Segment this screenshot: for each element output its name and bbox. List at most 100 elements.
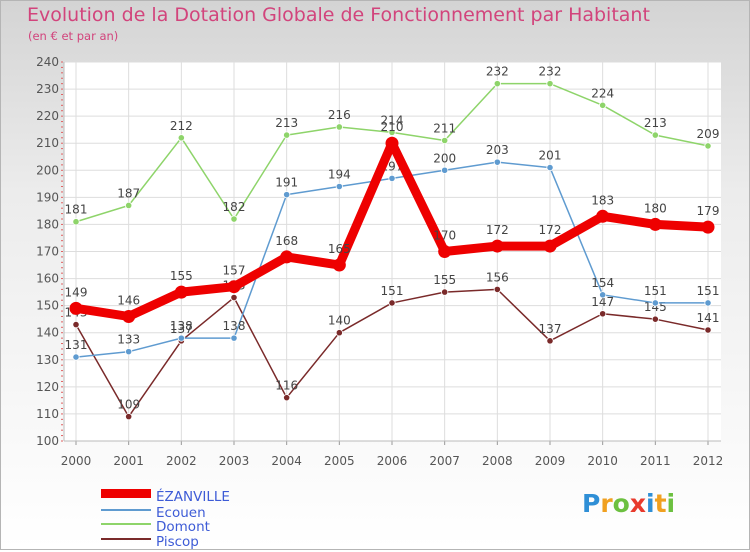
data-label-piscop: 147 bbox=[591, 295, 614, 309]
data-label-domont: 213 bbox=[275, 116, 298, 130]
y-tick-label: 110 bbox=[36, 407, 59, 421]
data-label-ezanville: 149 bbox=[65, 285, 88, 299]
point-ecouen bbox=[441, 166, 449, 174]
point-ezanville bbox=[438, 245, 452, 258]
y-tick-label: 130 bbox=[36, 353, 59, 367]
data-label-piscop: 155 bbox=[433, 273, 456, 287]
chart-subtitle: (en € et par an) bbox=[28, 29, 119, 43]
point-ezanville bbox=[174, 285, 188, 299]
legend-label-ecouen: Ecouen bbox=[156, 505, 206, 521]
logo-letter: x bbox=[629, 489, 646, 518]
point-ecouen bbox=[230, 334, 238, 342]
y-tick-label: 120 bbox=[36, 380, 59, 394]
point-ecouen bbox=[335, 182, 343, 191]
point-ecouen bbox=[283, 191, 291, 199]
point-domont bbox=[335, 123, 343, 131]
point-ezanville bbox=[543, 239, 557, 253]
data-label-ecouen: 203 bbox=[486, 143, 509, 157]
y-tick-label: 170 bbox=[36, 245, 59, 259]
data-label-ezanville: 172 bbox=[539, 223, 562, 237]
x-tick-label: 2009 bbox=[535, 454, 566, 468]
series-domont: 181 187 212 182 213 216 214 211 232 232 224 213 209 bbox=[65, 65, 719, 226]
data-label-piscop: 116 bbox=[275, 379, 298, 393]
logo-letter: t bbox=[654, 489, 667, 518]
data-label-ecouen: 194 bbox=[328, 168, 351, 182]
data-label-ecouen: 133 bbox=[117, 333, 140, 347]
data-label-piscop: 141 bbox=[697, 311, 720, 325]
y-tick-label: 200 bbox=[36, 163, 59, 177]
point-ezanville bbox=[490, 239, 504, 253]
data-label-domont: 181 bbox=[65, 203, 88, 217]
data-label-domont: 232 bbox=[539, 65, 562, 79]
y-tick-label: 150 bbox=[36, 299, 59, 313]
point-ecouen bbox=[177, 334, 185, 342]
series-ezanville: 149 146 155 157 168 165 210 170 172 172 183 180 179 bbox=[65, 120, 720, 323]
point-domont bbox=[125, 201, 133, 210]
point-ecouen bbox=[493, 158, 501, 166]
y-tick-label: 210 bbox=[36, 136, 59, 150]
point-ezanville bbox=[648, 217, 662, 231]
point-piscop bbox=[651, 315, 659, 323]
data-label-ezanville: 172 bbox=[486, 223, 509, 237]
point-ezanville bbox=[280, 250, 294, 264]
point-piscop bbox=[704, 326, 712, 334]
y-tick-label: 180 bbox=[36, 217, 59, 231]
point-ecouen bbox=[72, 353, 80, 361]
point-domont bbox=[177, 134, 185, 142]
point-ecouen bbox=[704, 299, 712, 307]
point-domont bbox=[651, 131, 659, 139]
data-label-ezanville: 168 bbox=[275, 234, 298, 248]
data-label-ezanville: 146 bbox=[117, 293, 140, 307]
y-tick-label: 220 bbox=[36, 109, 59, 123]
point-domont bbox=[704, 142, 712, 150]
data-label-ecouen: 151 bbox=[697, 284, 720, 298]
data-label-ecouen: 131 bbox=[65, 338, 88, 352]
data-label-ecouen: 138 bbox=[170, 319, 193, 333]
legend-label-piscop: Piscop bbox=[156, 534, 199, 550]
data-label-ezanville: 157 bbox=[223, 264, 246, 278]
point-piscop bbox=[441, 288, 449, 296]
point-domont bbox=[230, 215, 238, 223]
data-label-ezanville: 210 bbox=[381, 120, 404, 134]
point-ezanville bbox=[385, 136, 399, 150]
point-ecouen bbox=[546, 163, 554, 172]
point-domont bbox=[493, 80, 501, 88]
data-label-domont: 224 bbox=[591, 86, 614, 100]
legend-swatch-ezanville bbox=[101, 489, 151, 498]
point-domont bbox=[72, 218, 80, 226]
y-tick-label: 190 bbox=[36, 190, 59, 204]
point-domont bbox=[599, 101, 607, 109]
data-label-ezanville: 165 bbox=[328, 242, 351, 256]
logo-letter: o bbox=[612, 489, 630, 518]
legend-swatch-ecouen bbox=[101, 509, 151, 511]
x-tick-label: 2005 bbox=[324, 454, 355, 468]
point-piscop bbox=[493, 285, 501, 293]
point-domont bbox=[388, 128, 396, 136]
x-tick-label: 2007 bbox=[429, 454, 460, 468]
point-piscop bbox=[72, 320, 80, 329]
point-ecouen bbox=[599, 291, 607, 299]
y-tick-label: 230 bbox=[36, 82, 59, 96]
point-ecouen bbox=[388, 174, 396, 183]
y-tick-label: 160 bbox=[36, 272, 59, 286]
point-piscop bbox=[283, 394, 291, 402]
point-piscop bbox=[125, 413, 133, 421]
data-label-ezanville: 179 bbox=[697, 204, 720, 218]
data-label-domont: 216 bbox=[328, 108, 351, 122]
x-tick-label: 2001 bbox=[113, 454, 144, 468]
data-label-domont: 213 bbox=[644, 116, 667, 130]
data-label-ecouen: 154 bbox=[591, 276, 614, 290]
point-piscop bbox=[599, 310, 607, 318]
data-label-ecouen: 201 bbox=[539, 149, 562, 163]
data-label-ecouen: 200 bbox=[433, 151, 456, 165]
logo-letter: P bbox=[582, 489, 601, 518]
point-ezanville bbox=[69, 301, 83, 315]
y-tick-label: 100 bbox=[36, 434, 59, 448]
logo-letter: i bbox=[666, 489, 676, 518]
point-piscop bbox=[335, 329, 343, 337]
point-ezanville bbox=[227, 280, 241, 294]
point-piscop bbox=[230, 293, 238, 302]
legend-swatch-domont bbox=[101, 523, 151, 525]
point-ecouen bbox=[125, 348, 133, 356]
